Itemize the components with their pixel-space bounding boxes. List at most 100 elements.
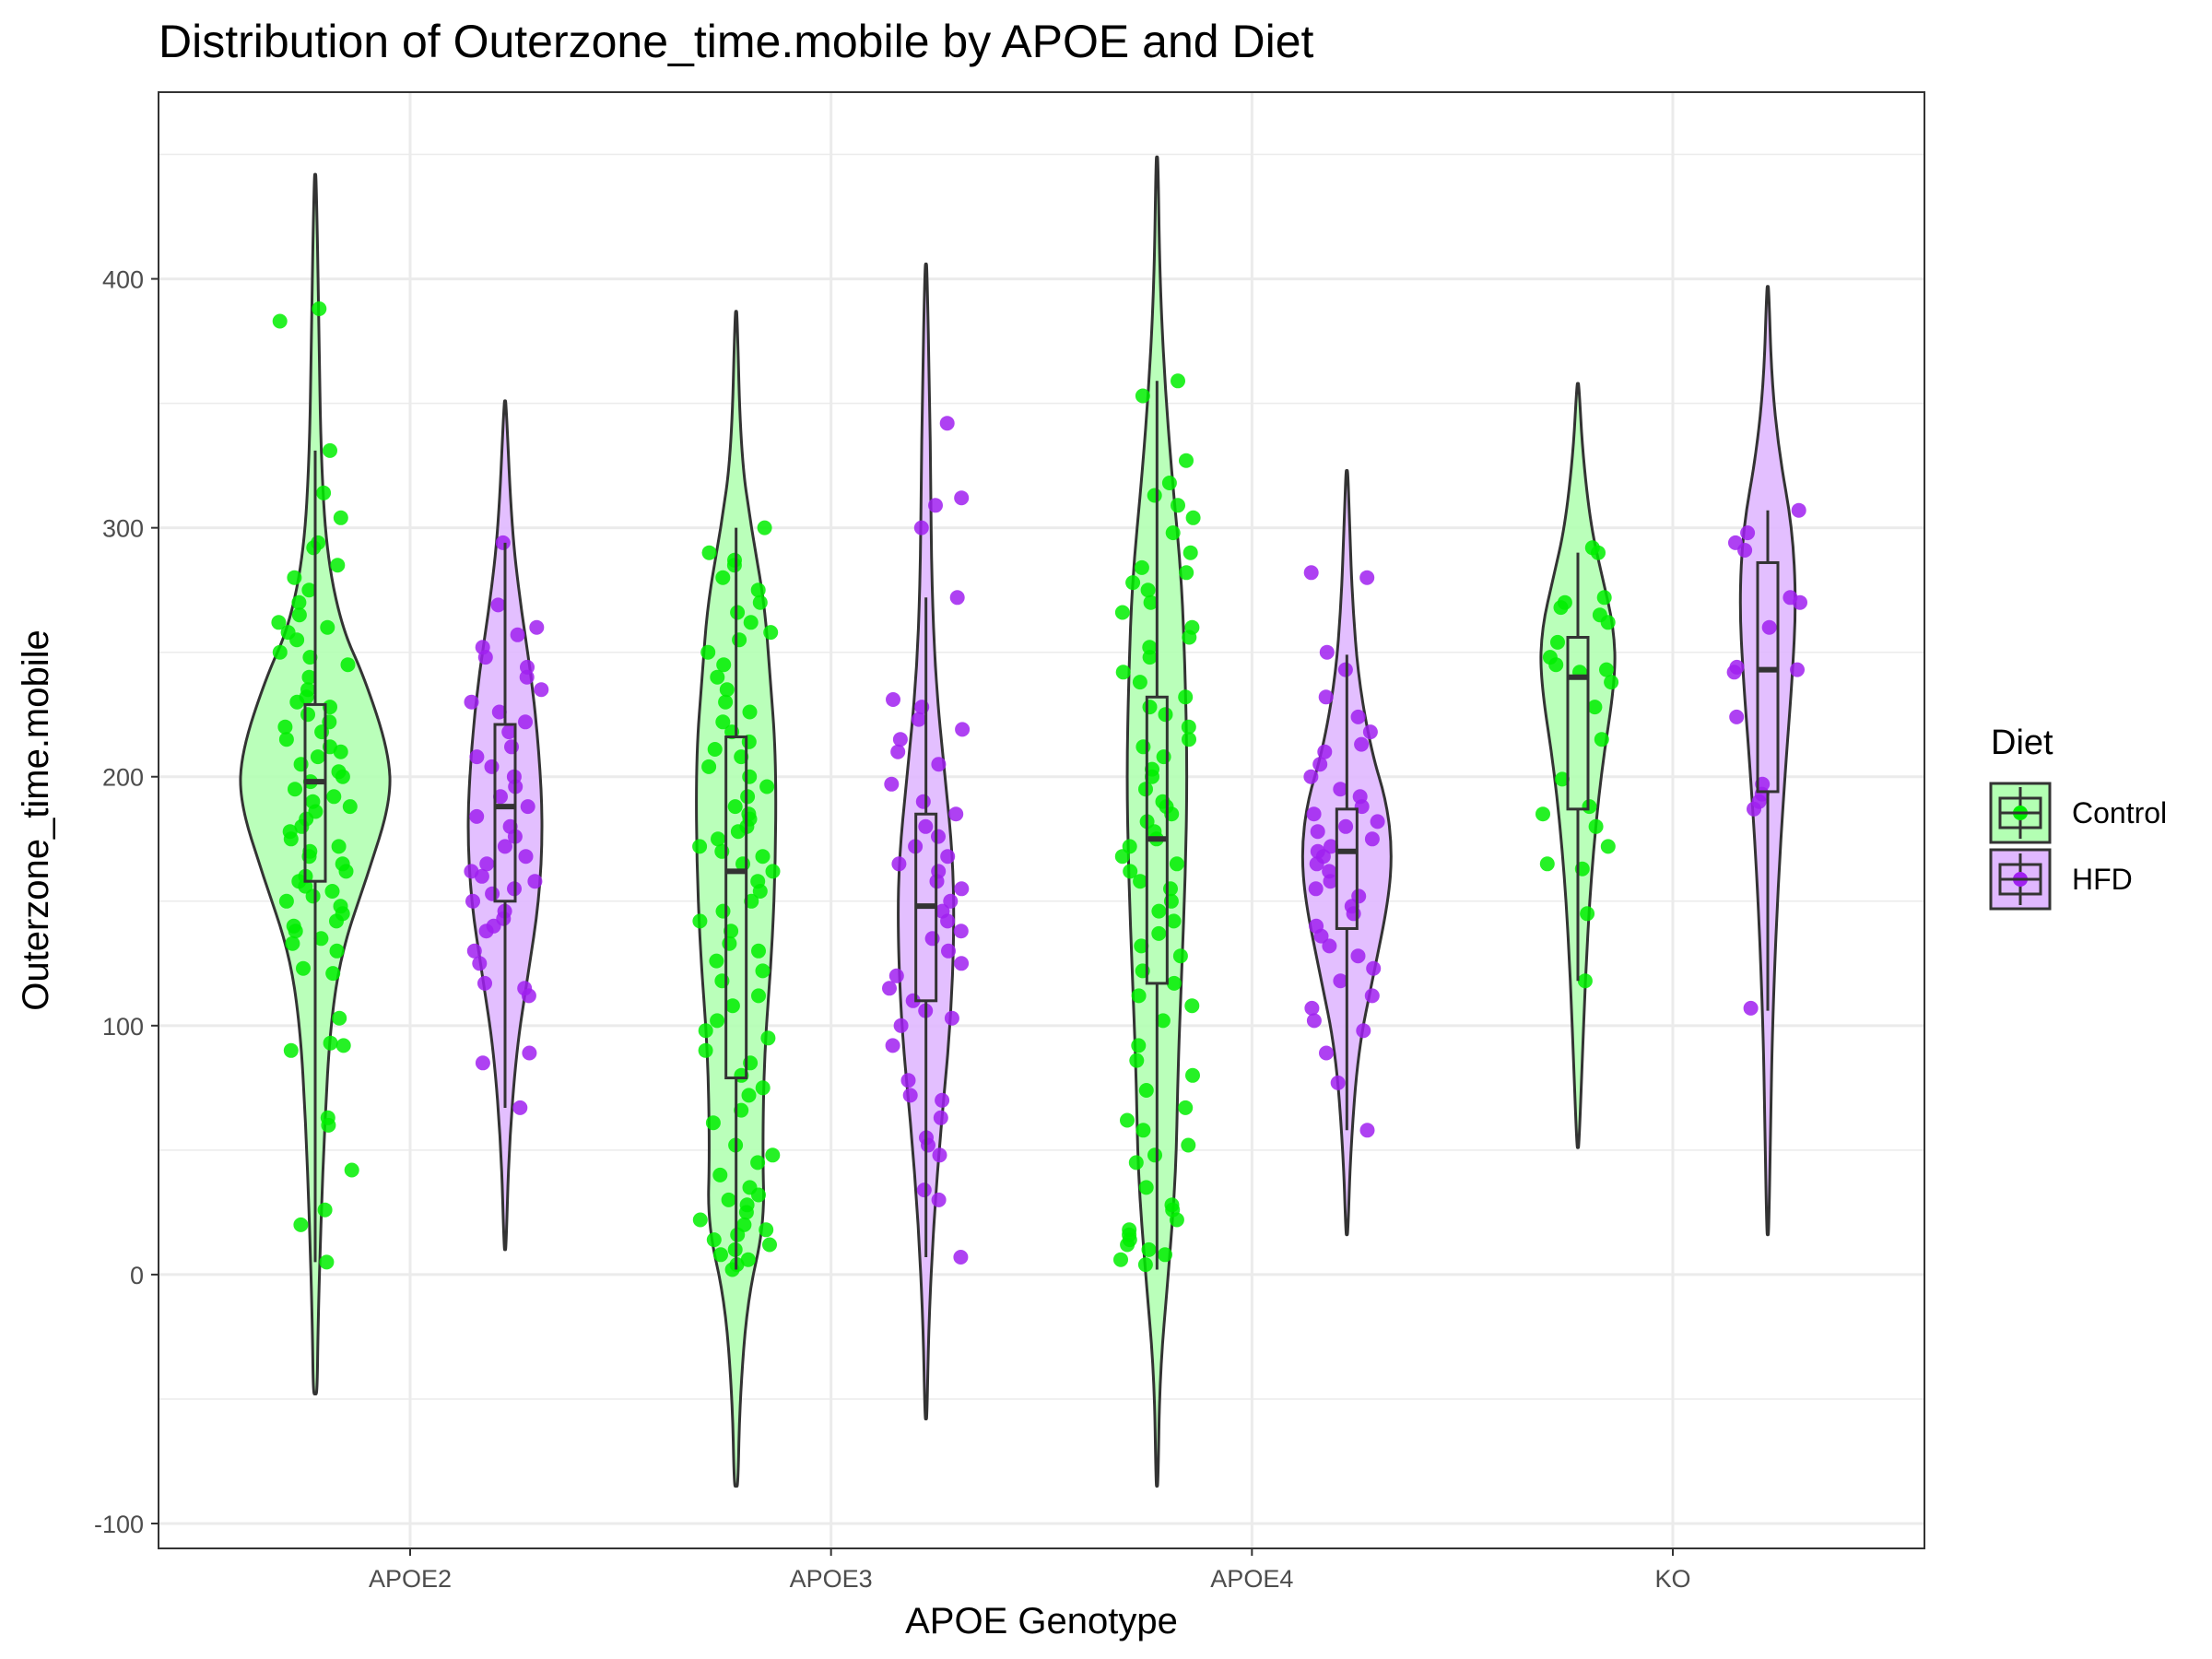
data-point [724, 998, 740, 1014]
violin-control-ko [1539, 382, 1617, 1149]
data-point [1310, 824, 1325, 840]
box [724, 735, 748, 1080]
data-point [1577, 973, 1593, 989]
data-point [1135, 1123, 1151, 1138]
data-point [520, 799, 535, 815]
data-point [1352, 789, 1368, 805]
data-point [1312, 757, 1328, 772]
data-point [711, 831, 725, 847]
data-point [512, 1100, 528, 1115]
data-point [1166, 913, 1182, 929]
data-point [510, 627, 525, 642]
data-point [750, 582, 766, 598]
data-point [765, 864, 781, 879]
data-point [742, 1180, 758, 1195]
data-point [924, 931, 940, 947]
data-point [333, 899, 348, 914]
data-point [475, 1055, 490, 1071]
data-point [302, 650, 318, 665]
legend-title: Diet [1991, 724, 2053, 762]
data-point [340, 657, 356, 673]
data-point [272, 313, 288, 329]
data-point [742, 704, 758, 720]
data-point [1555, 771, 1570, 787]
data-point [888, 968, 904, 983]
data-point [716, 657, 732, 673]
data-point [1790, 662, 1805, 677]
data-point [750, 1155, 766, 1171]
data-point [1171, 498, 1185, 513]
data-point [1141, 1241, 1157, 1257]
data-point [517, 981, 533, 996]
data-point [313, 931, 329, 947]
data-point [1322, 938, 1337, 954]
data-point [1129, 1053, 1145, 1068]
data-point [1550, 634, 1565, 650]
data-point [943, 893, 959, 909]
data-point [1308, 881, 1324, 897]
data-point [316, 485, 332, 500]
data-point [734, 1102, 749, 1118]
data-point [1140, 582, 1156, 598]
data-point [882, 981, 897, 996]
data-point [1125, 575, 1141, 591]
data-point [700, 644, 716, 660]
data-point [701, 545, 717, 560]
data-point [466, 943, 482, 959]
x-tick-label: KO [1654, 1565, 1690, 1593]
data-point [902, 1088, 918, 1103]
y-tick-label: 100 [102, 1013, 144, 1041]
data-point [727, 799, 743, 815]
data-point [495, 535, 511, 550]
data-point [1128, 1155, 1144, 1171]
data-point [1319, 1045, 1334, 1061]
data-point [1166, 975, 1182, 991]
data-point [326, 789, 342, 805]
data-point [479, 856, 495, 872]
data-point [1164, 1197, 1180, 1213]
data-point [324, 884, 340, 899]
box [1335, 807, 1359, 930]
data-point [286, 918, 301, 934]
data-point [1151, 903, 1167, 919]
data-point [1155, 1013, 1171, 1029]
legend-label-hfd: HFD [2072, 863, 2133, 896]
data-point [954, 490, 970, 506]
data-point [1145, 761, 1159, 777]
data-point [1131, 1038, 1147, 1053]
data-point [278, 732, 294, 747]
data-point [1584, 540, 1600, 556]
data-point [504, 739, 519, 755]
data-point [1322, 864, 1337, 879]
data-point [709, 953, 724, 969]
data-point [1364, 988, 1380, 1004]
chart-title: Distribution of Outerzone_time.mobile by… [159, 16, 1314, 67]
data-point [344, 1162, 359, 1178]
data-point [891, 856, 907, 872]
data-point [1743, 1000, 1759, 1016]
data-point [1303, 769, 1319, 784]
data-point [1123, 864, 1138, 879]
y-tick-label: -100 [94, 1511, 144, 1538]
data-point [1135, 388, 1150, 404]
data-point [1171, 373, 1185, 389]
data-point [744, 893, 759, 909]
panel-border [158, 91, 1925, 1549]
data-point [1587, 700, 1603, 715]
data-point [1142, 640, 1158, 655]
data-point [1122, 839, 1137, 854]
x-axis-label: APOE Genotype [905, 1601, 1178, 1641]
data-point [465, 893, 480, 909]
data-point [305, 794, 321, 809]
data-point [1599, 662, 1614, 677]
data-point [1142, 700, 1158, 715]
data-point [1169, 856, 1184, 872]
y-tick-label: 200 [102, 764, 144, 792]
data-point [522, 1045, 537, 1061]
data-point [518, 849, 534, 865]
data-point [935, 1092, 950, 1108]
y-axis-label: Outerzone_time.mobile [16, 629, 56, 1011]
data-point [755, 849, 771, 865]
data-point [1761, 619, 1777, 635]
